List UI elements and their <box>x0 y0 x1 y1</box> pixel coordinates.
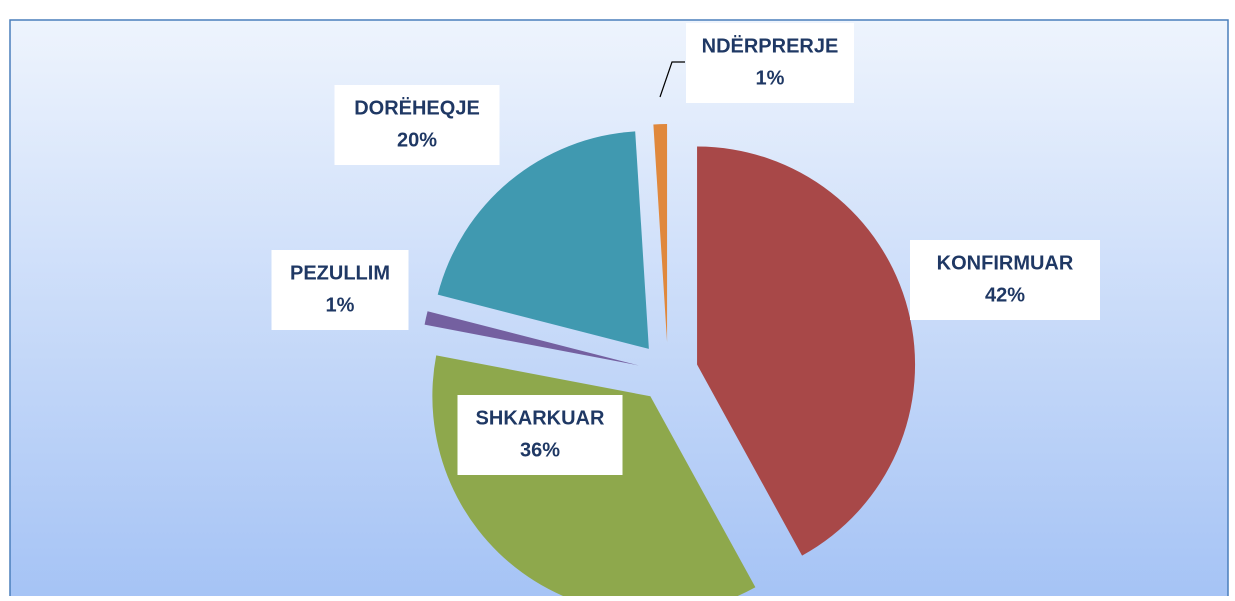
value-label: 1% <box>326 294 355 316</box>
label-box <box>271 250 409 330</box>
label-box <box>457 395 623 475</box>
category-label: NDËRPRERJE <box>702 34 839 57</box>
leader-line <box>659 61 685 98</box>
pie-slice <box>697 146 916 556</box>
label-box <box>686 23 854 103</box>
category-label: DORËHEQJE <box>354 96 480 119</box>
category-label: PEZULLIM <box>290 262 390 284</box>
label-box <box>910 240 1100 320</box>
pie-slice <box>424 311 639 366</box>
category-label: SHKARKUAR <box>476 407 605 429</box>
value-label: 42% <box>985 284 1025 306</box>
value-label: 36% <box>520 439 560 461</box>
label-box <box>334 85 500 165</box>
category-label: KONFIRMUAR <box>937 252 1074 274</box>
pie-slice <box>653 124 668 343</box>
value-label: 1% <box>756 67 785 89</box>
value-label: 20% <box>397 129 437 151</box>
pie-slice <box>437 131 649 349</box>
